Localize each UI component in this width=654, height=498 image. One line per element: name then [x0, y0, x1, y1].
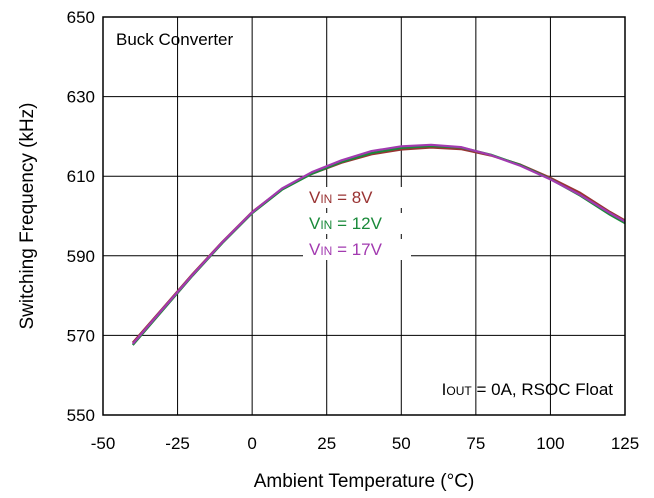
annotation-iout: IOUT = 0A, RSOC Float [442, 380, 614, 399]
x-tick-label: 0 [247, 434, 256, 453]
x-tick-label: 25 [317, 434, 336, 453]
series-label-3: VIN = 17V [309, 240, 383, 259]
series-label-rest: = 17V [332, 240, 382, 259]
y-tick-label: 550 [67, 406, 95, 425]
x-tick-label: -50 [91, 434, 116, 453]
y-tick-label: 610 [67, 167, 95, 186]
series-label-name: V [309, 240, 321, 259]
series-label-background [303, 213, 411, 234]
x-tick-label: -25 [165, 434, 190, 453]
annotation-buck-converter: Buck Converter [116, 30, 233, 49]
series-label-name: V [309, 188, 321, 207]
x-tick-label: 125 [611, 434, 639, 453]
x-tick-label: 75 [466, 434, 485, 453]
series-label-name: V [309, 214, 321, 233]
y-tick-label: 570 [67, 326, 95, 345]
series-label-1: VIN = 8V [309, 188, 373, 207]
x-tick-label: 100 [536, 434, 564, 453]
series-label-background [303, 239, 411, 260]
series-label-background [303, 187, 411, 208]
annotation-iout-prefix: I [442, 380, 447, 399]
annotation-iout-rest: = 0A, RSOC Float [472, 380, 614, 399]
series-label-rest: = 8V [332, 188, 373, 207]
series-label-sub: IN [320, 218, 332, 232]
grid-lines [103, 17, 625, 415]
plot-frame [102, 16, 626, 416]
series-label-rest: = 12V [332, 214, 382, 233]
series-line-3 [131, 143, 626, 345]
y-tick-label: 590 [67, 247, 95, 266]
series-label-sub: IN [320, 244, 332, 258]
series-label-2: VIN = 12V [309, 214, 383, 233]
y-tick-label: 650 [67, 8, 95, 27]
x-tick-labels: -50 -25 0 25 50 75 100 125 [91, 434, 639, 453]
y-axis-title: Switching Frequency (kHz) [17, 102, 38, 329]
series-label-sub: IN [320, 192, 332, 206]
y-tick-labels: 550 570 590 610 630 650 [67, 8, 95, 425]
series-lines [131, 143, 626, 346]
y-tick-label: 630 [67, 88, 95, 107]
annotation-iout-sub: OUT [446, 384, 472, 398]
x-axis-title: Ambient Temperature (°C) [254, 471, 475, 492]
x-tick-label: 50 [392, 434, 411, 453]
